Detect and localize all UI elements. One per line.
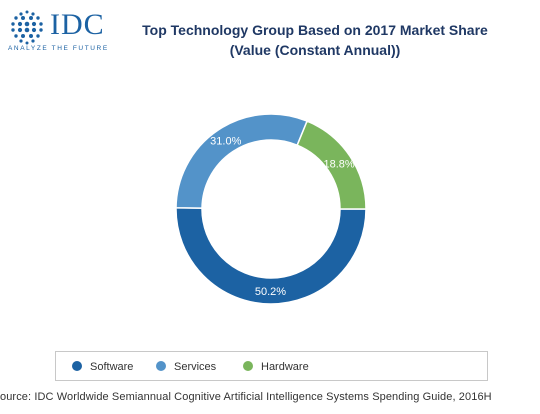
legend-swatch-hardware <box>243 361 253 371</box>
legend-item-hardware[interactable]: Hardware <box>243 360 309 374</box>
donut-slice-software[interactable] <box>175 207 367 305</box>
donut-slice-hardware[interactable] <box>296 120 367 210</box>
logo-tagline: ANALYZE THE FUTURE <box>8 45 109 52</box>
legend-label-software: Software <box>90 361 134 373</box>
data-label-software: 50.2% <box>255 286 286 298</box>
legend-swatch-software <box>72 361 82 371</box>
data-label-hardware: 18.8% <box>324 158 355 170</box>
legend-item-services[interactable]: Services <box>156 360 216 374</box>
logo-wordmark: IDC <box>50 8 105 41</box>
chart-title-line-2: (Value (Constant Annual)) <box>229 42 401 58</box>
legend-item-software[interactable]: Software <box>72 360 133 374</box>
legend-label-hardware: Hardware <box>261 361 309 373</box>
chart-title: Top Technology Group Based on 2017 Marke… <box>120 20 510 60</box>
data-label-services: 31.0% <box>210 136 241 148</box>
donut-slice-services[interactable] <box>175 113 309 209</box>
legend-swatch-services <box>156 361 166 371</box>
globe-icon <box>11 10 43 45</box>
legend-label-services: Services <box>174 361 217 373</box>
idc-logo: IDC ANALYZE THE FUTURE <box>8 8 120 53</box>
chart-legend: Software Services Hardware <box>55 351 488 381</box>
source-note: ource: IDC Worldwide Semiannual Cognitiv… <box>0 391 492 403</box>
chart-title-line-1: Top Technology Group Based on 2017 Marke… <box>142 22 488 38</box>
